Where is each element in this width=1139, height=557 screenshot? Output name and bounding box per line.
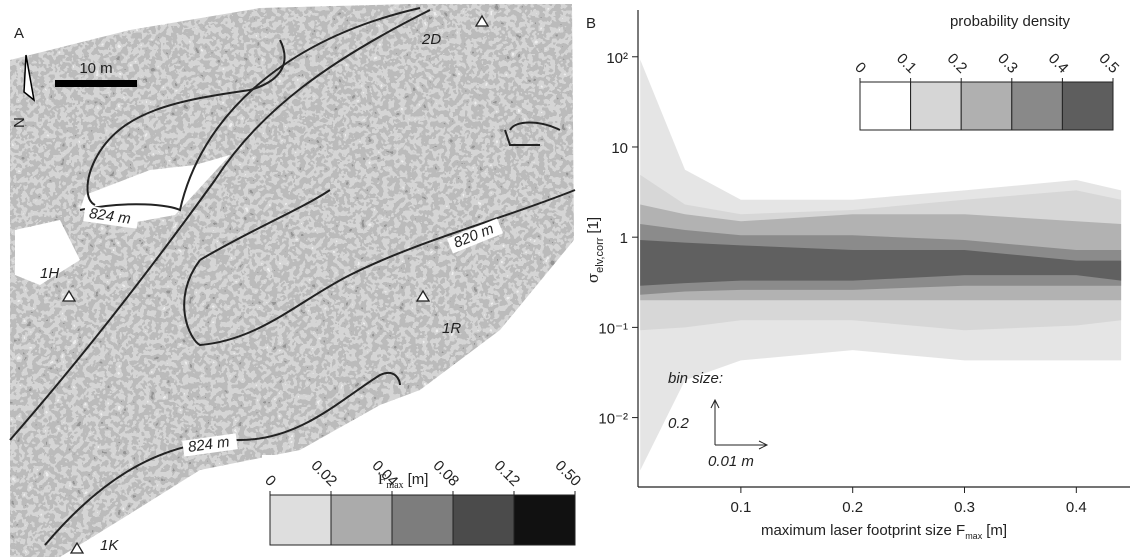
y-tick-label: 10⁻² [598,411,628,428]
x-axis-label-subscript: max [965,531,983,541]
x-tick-label: 0.3 [954,499,975,516]
site-label: 1K [100,537,119,554]
map-panel: A 10 m N 2D 1H 1R 1K 824 m 820 m 824 m F… [9,4,585,557]
colorbar-tick-label: 0.3 [994,50,1021,77]
colorbar-cell [1011,81,1063,131]
contour-line [79,7,421,212]
contour-label: 824 m [187,433,231,456]
colorbar-cell [452,494,515,546]
contour-label: 824 m [88,205,132,228]
y-axis-label-subscript: elv,corr [594,237,606,273]
panel-label: B [586,15,596,32]
y-tick-label: 10 [611,140,628,157]
annotation: bin size: [668,370,723,387]
x-tick-label: 0.4 [1066,499,1087,516]
contour-line [9,9,431,441]
bin-arrow [710,398,769,450]
contour-line [86,39,286,206]
colorbar-cell [1061,81,1114,131]
x-tick-label: 0.1 [730,499,751,516]
site-marker [61,289,77,302]
contour-label-box [182,433,238,457]
colorbar-title: probability density [950,13,1071,30]
map-gap [15,220,80,285]
site-label: 2D [421,31,441,48]
y-axis-label-symbol: σ [584,273,602,283]
y-axis-label: σelv,corr [1] [584,217,606,283]
x-tick-label: 0.2 [842,499,863,516]
contour-line [183,189,576,347]
colorbar-cell [330,494,393,546]
colorbar-cell [269,494,332,546]
annotation: 0.2 [668,415,690,432]
colorbar-cell [513,494,576,546]
contour-line [199,189,331,261]
scale-bar-label: 10 m [79,60,112,77]
legend-title: Fmax [m] [378,471,428,491]
site-markers [61,14,490,554]
y-tick-label: 1 [620,230,628,247]
site-marker [69,541,85,554]
site-marker [474,14,490,27]
scale-bar [55,80,137,87]
site-label: 1R [442,320,461,337]
x-axis-label: maximum laser footprint size Fmax [m] [761,522,1007,541]
contour-lines [9,7,576,546]
density-band [640,240,1122,286]
colorbar-tick-label: 0.1 [893,50,920,77]
y-axis-label-unit: [1] [585,217,602,234]
colorbar-tick-label: 0.5 [1095,50,1122,77]
colorbar-cell [910,81,962,131]
site-label: 1H [40,265,59,282]
contour-label-box [83,205,139,229]
site-marker [415,289,431,302]
contour-line [44,371,401,546]
annotation: 0.01 m [708,453,754,470]
colorbar-cell [391,494,454,546]
panel-label: A [14,25,24,42]
north-arrow [23,54,36,102]
x-axis-label-text: maximum laser footprint size F [761,522,965,539]
contour-label-box [446,218,504,254]
colorbar-cell [960,81,1013,131]
north-label: N [11,117,28,128]
colorbar-tick-label: 0.4 [1045,50,1072,77]
chart-panel: B 10² 10 1 10⁻¹ 10⁻² 0.1 0.2 0.3 0.4 maximum lase… [584,10,1130,541]
x-axis-label-unit: [m] [986,522,1007,539]
legend-title-unit: [m] [408,471,429,488]
legend-title-symbol: F [378,472,386,488]
y-tick-label: 10⁻¹ [598,320,628,337]
y-tick-label: 10² [606,50,628,67]
contour-line [504,121,561,146]
colorbar-cell [859,81,912,131]
colorbar-tick-label: 0.2 [944,50,971,77]
colorbar-tick-label: 0 [851,59,869,77]
legend-title-subscript: max [386,480,403,491]
